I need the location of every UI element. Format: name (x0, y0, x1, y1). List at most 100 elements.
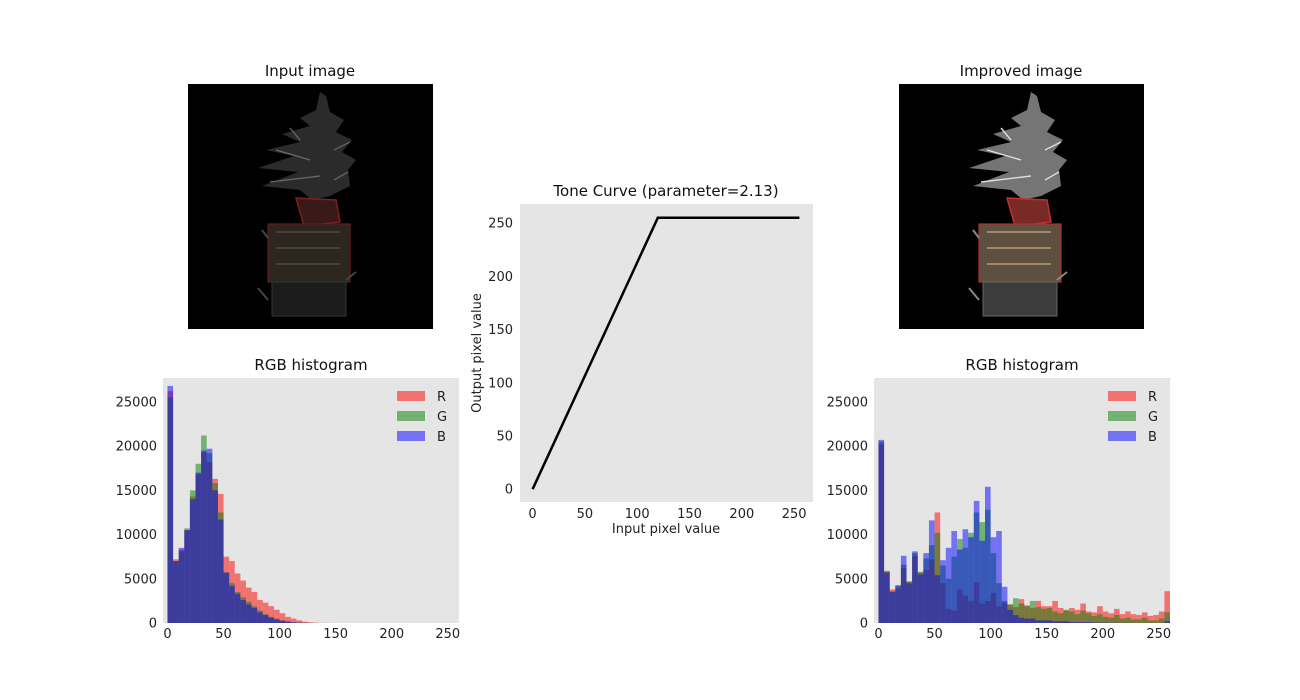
improved-hist-xtick-200: 200 (1090, 627, 1115, 642)
improved-hist-bar-G-24 (1013, 598, 1019, 623)
input-hist-bar-R-23 (296, 620, 303, 623)
improved-hist-bar-B-15 (962, 529, 969, 623)
improved-hist-bar-R-43 (1119, 614, 1126, 623)
input-hist-bar-R-18 (268, 606, 274, 623)
improved-hist-ytick-20000: 20000 (827, 440, 868, 455)
improved-hist-bar-G-34 (1069, 611, 1075, 623)
input-hist-bar-B-4 (189, 499, 196, 623)
tone-xtick-0: 0 (528, 507, 536, 522)
improved-hist-ytick-15000: 15000 (827, 484, 868, 499)
improved-hist-bar-G-35 (1074, 614, 1081, 623)
improved-hist-xtick-100: 100 (978, 627, 1003, 642)
improved-hist-bar-G-50 (1158, 618, 1165, 623)
input-histogram-axes: RGB histogram 0 50 100 150 200 250 0 5000 10000 1… (116, 356, 461, 642)
input-hist-bar-B-0 (167, 385, 174, 623)
input-hist-xtick-150: 150 (323, 627, 348, 642)
input-hist-legend-label-R: R (437, 390, 446, 405)
improved-hist-bar-G-27 (1029, 600, 1036, 623)
input-hist-bar-B-14 (245, 604, 252, 623)
input-hist-bar-B-7 (206, 448, 213, 623)
input-hist-bar-B-16 (257, 612, 263, 623)
improved-hist-bar-R-49 (1153, 615, 1159, 623)
tone-ytick-250: 250 (488, 217, 513, 232)
improved-hist-bar-R-48 (1147, 615, 1154, 623)
improved-hist-bar-B-27 (1029, 618, 1036, 623)
improved-hist-bar-G-33 (1063, 609, 1070, 623)
improved-hist-xtick-50: 50 (926, 627, 943, 642)
improved-hist-bar-B-37 (1085, 622, 1092, 623)
improved-hist-bar-B-4 (900, 555, 907, 623)
input-hist-ytick-25000: 25000 (116, 395, 157, 410)
input-hist-bar-R-20 (279, 613, 286, 623)
improved-hist-bar-B-36 (1080, 622, 1086, 623)
input-image-picture (257, 92, 357, 317)
input-hist-legend-swatch-G (397, 411, 425, 421)
input-hist-bar-R-22 (290, 618, 297, 623)
input-hist-bar-B-19 (274, 619, 280, 623)
improved-hist-bar-B-51 (1164, 621, 1170, 623)
improved-hist-bar-B-30 (1046, 620, 1053, 623)
input-hist-xtick-50: 50 (215, 627, 232, 642)
tone-xtick-250: 250 (782, 507, 807, 522)
improved-hist-bar-B-16 (968, 537, 974, 623)
improved-hist-bar-R-46 (1136, 615, 1142, 623)
improved-hist-bar-B-5 (906, 583, 913, 623)
tone-ytick-50: 50 (496, 430, 513, 445)
improved-hist-bar-G-47 (1141, 617, 1148, 623)
tone-curve-ylabel: Output pixel value (470, 293, 485, 413)
improved-hist-bar-G-31 (1052, 611, 1058, 623)
input-histogram-title: RGB histogram (254, 356, 367, 374)
tone-curve-axes: Tone Curve (parameter=2.13) Input pixel … (470, 182, 813, 537)
improved-hist-bar-G-30 (1046, 607, 1053, 623)
improved-hist-bar-B-23 (1007, 609, 1014, 623)
input-hist-xtick-200: 200 (379, 627, 404, 642)
input-image-title: Input image (265, 62, 355, 80)
improved-hist-bar-B-28 (1035, 620, 1042, 623)
improved-hist-bar-B-14 (956, 549, 963, 623)
input-hist-bar-B-13 (240, 600, 246, 623)
improved-hist-bar-G-36 (1080, 610, 1086, 623)
input-hist-bar-B-3 (184, 530, 190, 623)
improved-hist-bar-G-29 (1041, 608, 1047, 623)
improved-hist-bar-B-20 (990, 537, 997, 623)
input-hist-bar-R-24 (302, 621, 308, 623)
improved-hist-bar-B-12 (945, 547, 952, 623)
improved-hist-bar-G-45 (1130, 619, 1137, 623)
improved-hist-bar-G-37 (1085, 613, 1092, 623)
improved-hist-xtick-250: 250 (1146, 627, 1171, 642)
tone-curve-line (531, 216, 800, 490)
improved-hist-legend-swatch-R (1108, 391, 1136, 401)
improved-image-panel: Improved image (899, 62, 1144, 329)
improved-hist-series-B (878, 439, 1170, 623)
input-hist-bar-B-21 (285, 621, 291, 623)
improved-hist-bar-B-7 (917, 574, 924, 623)
input-hist-bar-B-8 (212, 490, 218, 623)
improved-hist-bar-B-1 (884, 572, 890, 623)
improved-hist-bar-R-51 (1164, 591, 1170, 623)
improved-hist-ytick-0: 0 (860, 617, 868, 632)
input-hist-legend: RGB (397, 390, 447, 445)
input-image-panel: Input image (188, 62, 433, 329)
improved-hist-bar-B-8 (923, 553, 929, 623)
improved-image-title: Improved image (960, 62, 1083, 80)
improved-hist-bar-G-32 (1057, 613, 1064, 623)
input-hist-bar-R-19 (274, 609, 280, 623)
improved-hist-legend-label-R: R (1148, 390, 1157, 405)
improved-hist-bar-G-39 (1097, 614, 1103, 623)
input-hist-bar-R-21 (285, 616, 291, 623)
improved-hist-bar-G-42 (1113, 615, 1120, 623)
improved-hist-bar-B-32 (1057, 621, 1064, 623)
input-hist-bar-B-20 (279, 620, 286, 623)
improved-hist-bar-G-40 (1102, 616, 1109, 623)
improved-histogram-title: RGB histogram (965, 356, 1078, 374)
improved-hist-bar-B-11 (940, 560, 946, 623)
input-hist-bar-R-17 (262, 602, 269, 623)
improved-hist-bar-B-24 (1013, 615, 1019, 623)
improved-image-picture (968, 92, 1068, 317)
input-hist-ytick-20000: 20000 (116, 440, 157, 455)
input-hist-bar-B-18 (268, 617, 274, 623)
improved-hist-bar-B-25 (1018, 617, 1025, 623)
input-hist-bar-B-10 (223, 572, 230, 623)
input-hist-legend-swatch-B (397, 431, 425, 441)
improved-hist-legend-label-G: G (1148, 410, 1158, 425)
